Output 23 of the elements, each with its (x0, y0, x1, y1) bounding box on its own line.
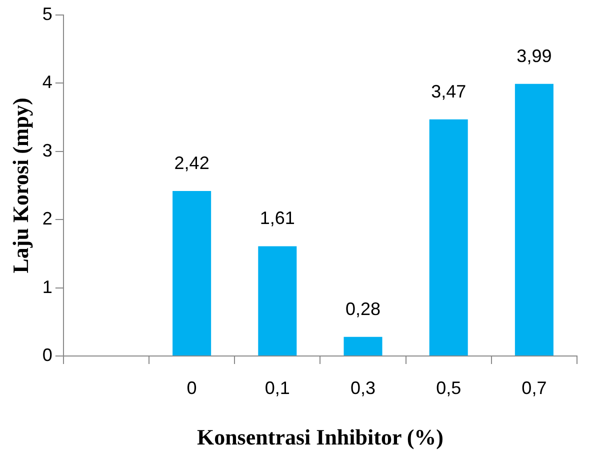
y-tick-label: 3 (42, 140, 52, 160)
y-axis-title: Laju Korosi (mpy) (8, 98, 33, 274)
bar (344, 336, 382, 356)
data-label: 3,47 (431, 81, 466, 102)
x-tick-label: 0,1 (264, 378, 290, 398)
y-tick-label: 0 (42, 344, 52, 365)
y-tick-label: 1 (42, 276, 52, 297)
y-tick-label: 2 (42, 208, 52, 229)
bar (172, 190, 212, 356)
x-tick-label: 0,5 (436, 378, 462, 398)
x-tick-label: 0,7 (522, 378, 547, 398)
data-label: 3,99 (516, 46, 552, 66)
bar (514, 84, 554, 356)
x-tick-label: 0,3 (350, 378, 376, 398)
x-axis-title: Konsentrasi Inhibitor (%) (196, 424, 444, 450)
data-label: 1,61 (260, 208, 295, 228)
data-label: 0,28 (345, 298, 381, 319)
data-label: 2,42 (174, 152, 210, 173)
bar (258, 246, 297, 356)
bar (429, 119, 468, 356)
x-tick-label: 0 (186, 378, 197, 398)
y-tick-label: 5 (42, 4, 52, 24)
y-tick-label: 4 (42, 72, 52, 92)
